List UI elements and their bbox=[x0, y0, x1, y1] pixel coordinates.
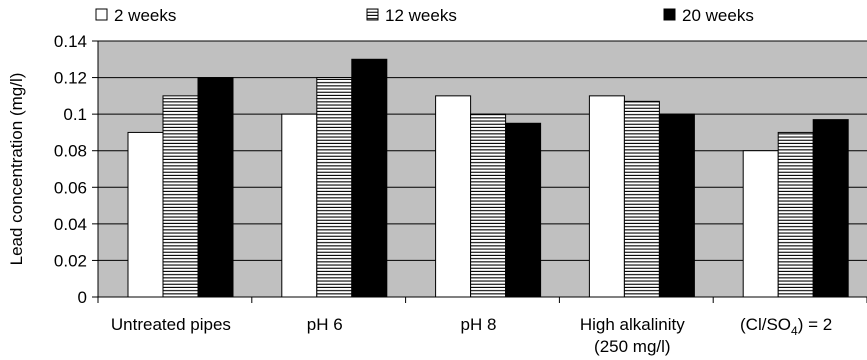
y-tick-label: 0.04 bbox=[54, 215, 87, 234]
bar-20-weeks-category-0 bbox=[197, 77, 234, 298]
y-tick-label: 0.06 bbox=[54, 178, 87, 197]
category-labels: Untreated pipes pH 6 pH 8 High alkalinity (2… bbox=[111, 315, 832, 356]
legend-label-2-weeks: 2 weeks bbox=[114, 6, 176, 25]
category-label: High alkalinity bbox=[580, 315, 685, 334]
bar-12-weeks-category-0 bbox=[162, 95, 199, 298]
bar-2-weeks-category-3 bbox=[588, 95, 625, 298]
category-label: (250 mg/l) bbox=[594, 337, 671, 356]
bar-20-weeks-category-1 bbox=[351, 58, 388, 298]
legend-item-2-weeks: 2 weeks bbox=[95, 6, 176, 25]
category-label: Untreated pipes bbox=[111, 315, 231, 334]
legend-swatch-12-weeks bbox=[366, 8, 379, 21]
bar-12-weeks-category-1 bbox=[316, 77, 353, 298]
legend-item-20-weeks: 20 weeks bbox=[663, 6, 754, 25]
category-label: (Cl/SO4) = 2 bbox=[740, 315, 832, 338]
bar-20-weeks-category-4 bbox=[812, 119, 849, 298]
category-label: pH 8 bbox=[461, 315, 497, 334]
legend-item-12-weeks: 12 weeks bbox=[366, 6, 457, 25]
x-axis-ticks bbox=[97, 297, 867, 303]
bar-2-weeks-category-0 bbox=[127, 131, 164, 298]
bar-20-weeks-category-3 bbox=[658, 113, 695, 298]
y-tick-label: 0.02 bbox=[54, 251, 87, 270]
y-tick-label: 0.1 bbox=[63, 105, 87, 124]
category-label-part: (Cl/SO bbox=[740, 315, 791, 334]
bar-2-weeks-category-1 bbox=[281, 113, 318, 298]
legend-label-20-weeks: 20 weeks bbox=[682, 6, 754, 25]
y-axis-ticks: 0 0.02 0.04 0.06 0.08 0.1 0.12 0.14 bbox=[54, 32, 98, 307]
legend-swatch-2-weeks bbox=[95, 8, 108, 21]
category-label: pH 6 bbox=[307, 315, 343, 334]
y-tick-label: 0.12 bbox=[54, 69, 87, 88]
legend: 2 weeks 12 weeks 20 weeks bbox=[95, 6, 754, 25]
bar-2-weeks-category-4 bbox=[742, 150, 779, 298]
y-tick-label: 0 bbox=[78, 288, 87, 307]
category-label-part: ) = 2 bbox=[798, 315, 833, 334]
bar-12-weeks-category-4 bbox=[777, 131, 814, 298]
y-axis-title: Lead concentration (mg/l) bbox=[7, 73, 26, 266]
legend-swatch-20-weeks bbox=[663, 8, 676, 21]
y-tick-label: 0.08 bbox=[54, 142, 87, 161]
bar-2-weeks-category-2 bbox=[435, 95, 472, 298]
category-label-subscript: 4 bbox=[791, 324, 798, 338]
bar-12-weeks-category-2 bbox=[470, 113, 507, 298]
bar-12-weeks-category-3 bbox=[623, 100, 660, 298]
legend-label-12-weeks: 12 weeks bbox=[385, 6, 457, 25]
bar-20-weeks-category-2 bbox=[505, 122, 542, 298]
y-tick-label: 0.14 bbox=[54, 32, 87, 51]
